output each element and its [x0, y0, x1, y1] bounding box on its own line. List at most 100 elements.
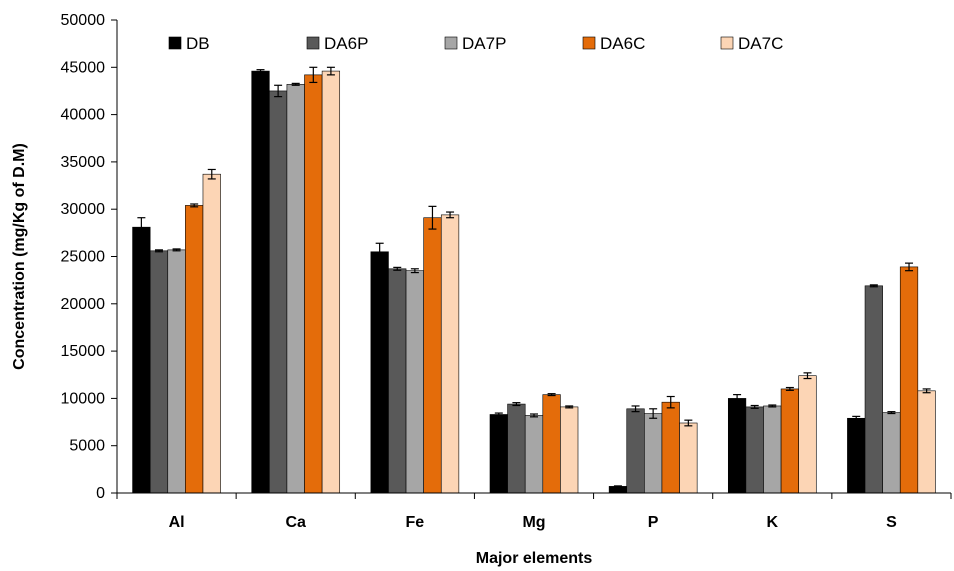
- axes: [116, 20, 952, 499]
- bar-da7c-al: [202, 173, 221, 494]
- error-bar: [869, 284, 878, 288]
- error-bar: [393, 266, 402, 271]
- bars-group: [132, 66, 936, 494]
- legend-swatch: [306, 36, 320, 50]
- bar-db-fe: [370, 251, 389, 494]
- y-axis-title: Concentration (mg/Kg of D.M): [11, 143, 28, 370]
- bar-da7c-p: [679, 422, 698, 494]
- legend-item-db: DB: [168, 34, 210, 53]
- category-label-al: Al: [169, 514, 185, 531]
- error-bar: [172, 248, 181, 252]
- x-axis-title: Major elements: [476, 550, 593, 567]
- error-bar: [684, 419, 693, 427]
- category-labels: Al Ca Fe Mg P K S: [169, 514, 898, 531]
- bar-da6p-s: [864, 285, 883, 494]
- error-bar: [137, 217, 146, 238]
- bar-da6c-k: [780, 388, 799, 494]
- error-bar: [852, 415, 861, 421]
- error-bar: [274, 84, 283, 98]
- bar-da7c-fe: [440, 214, 460, 494]
- bar-da7p-k: [763, 405, 782, 494]
- error-bar: [309, 66, 318, 84]
- y-tick-label: 20000: [61, 296, 106, 313]
- legend-label: DA6P: [324, 34, 368, 53]
- error-bar: [530, 413, 538, 418]
- error-bar: [154, 249, 163, 253]
- bar-da7p-fe: [405, 270, 424, 494]
- bar-da7c-ca: [321, 70, 341, 494]
- category-label-ca: Ca: [285, 514, 306, 531]
- error-bar: [326, 66, 335, 76]
- error-bar: [494, 412, 503, 417]
- bar-da6c-mg: [542, 394, 561, 494]
- legend-swatch: [444, 36, 458, 50]
- error-bar: [375, 242, 384, 261]
- legend-item-da7c: DA7C: [720, 34, 783, 53]
- bar-db-mg: [489, 414, 508, 494]
- error-bar: [428, 205, 437, 230]
- error-bar: [733, 394, 742, 403]
- error-bar: [291, 82, 300, 86]
- bar-da6c-p: [661, 401, 680, 494]
- bar-da6c-al: [185, 205, 204, 494]
- error-bar: [190, 203, 199, 208]
- legend-label: DB: [186, 34, 210, 53]
- y-tick-label: 40000: [61, 107, 106, 124]
- legend-item-da7p: DA7P: [444, 34, 506, 53]
- error-bar: [803, 372, 812, 380]
- y-tick-label: 25000: [61, 249, 106, 266]
- legend-swatch: [582, 36, 596, 50]
- category-label-p: P: [648, 514, 659, 531]
- error-bar: [785, 386, 794, 391]
- category-label-mg: Mg: [522, 514, 545, 531]
- bar-db-al: [132, 226, 151, 494]
- legend-label: DA6C: [600, 34, 645, 53]
- error-bar: [750, 404, 759, 409]
- bar-da6c-s: [899, 266, 919, 494]
- bar-da6c-ca: [304, 74, 323, 494]
- error-bar: [446, 211, 455, 219]
- category-label-fe: Fe: [406, 514, 425, 531]
- y-tick-label: 35000: [61, 154, 106, 171]
- bar-da6p-ca: [269, 90, 288, 494]
- category-label-k: K: [767, 514, 779, 531]
- bar-db-ca: [251, 70, 270, 494]
- legend-label: DA7C: [738, 34, 783, 53]
- error-bar: [649, 408, 658, 419]
- error-bar: [565, 405, 574, 409]
- bar-da7p-mg: [524, 415, 544, 494]
- error-bar: [613, 485, 622, 488]
- error-bar: [547, 393, 556, 397]
- bar-da7c-mg: [560, 406, 579, 494]
- legend-label: DA7P: [462, 34, 506, 53]
- y-tick-label: 50000: [61, 12, 106, 29]
- bar-da6p-p: [626, 408, 645, 494]
- error-bar: [256, 69, 265, 74]
- legend-swatch: [720, 36, 734, 50]
- error-bar: [512, 402, 521, 407]
- error-bar: [905, 262, 914, 272]
- category-label-s: S: [886, 514, 897, 531]
- error-bar: [768, 404, 777, 408]
- bar-da6p-fe: [388, 268, 407, 494]
- error-bar: [410, 268, 419, 274]
- bar-da7p-p: [644, 413, 663, 494]
- y-tick-label: 5000: [69, 438, 105, 455]
- y-tick-label: 10000: [61, 390, 106, 407]
- legend: DB DA6P DA7P DA6C DA7C: [168, 34, 783, 53]
- error-bar: [631, 405, 640, 413]
- bar-da7c-s: [917, 390, 936, 494]
- legend-item-da6c: DA6C: [582, 34, 645, 53]
- y-axis-title-group: Concentration (mg/Kg of D.M): [11, 143, 28, 370]
- y-tick-label: 45000: [61, 59, 106, 76]
- y-tick-label: 15000: [61, 343, 106, 360]
- legend-item-da6p: DA6P: [306, 34, 368, 53]
- bar-da7c-k: [798, 375, 817, 494]
- bar-da7p-al: [167, 249, 186, 494]
- legend-swatch: [168, 36, 182, 50]
- y-tick-label: 30000: [61, 201, 106, 218]
- bar-da6p-al: [149, 250, 169, 494]
- y-axis-ticks: 0 5000 10000 15000 20000 25000 30000 35000 40000…: [61, 12, 117, 502]
- y-tick-label: 0: [96, 485, 105, 502]
